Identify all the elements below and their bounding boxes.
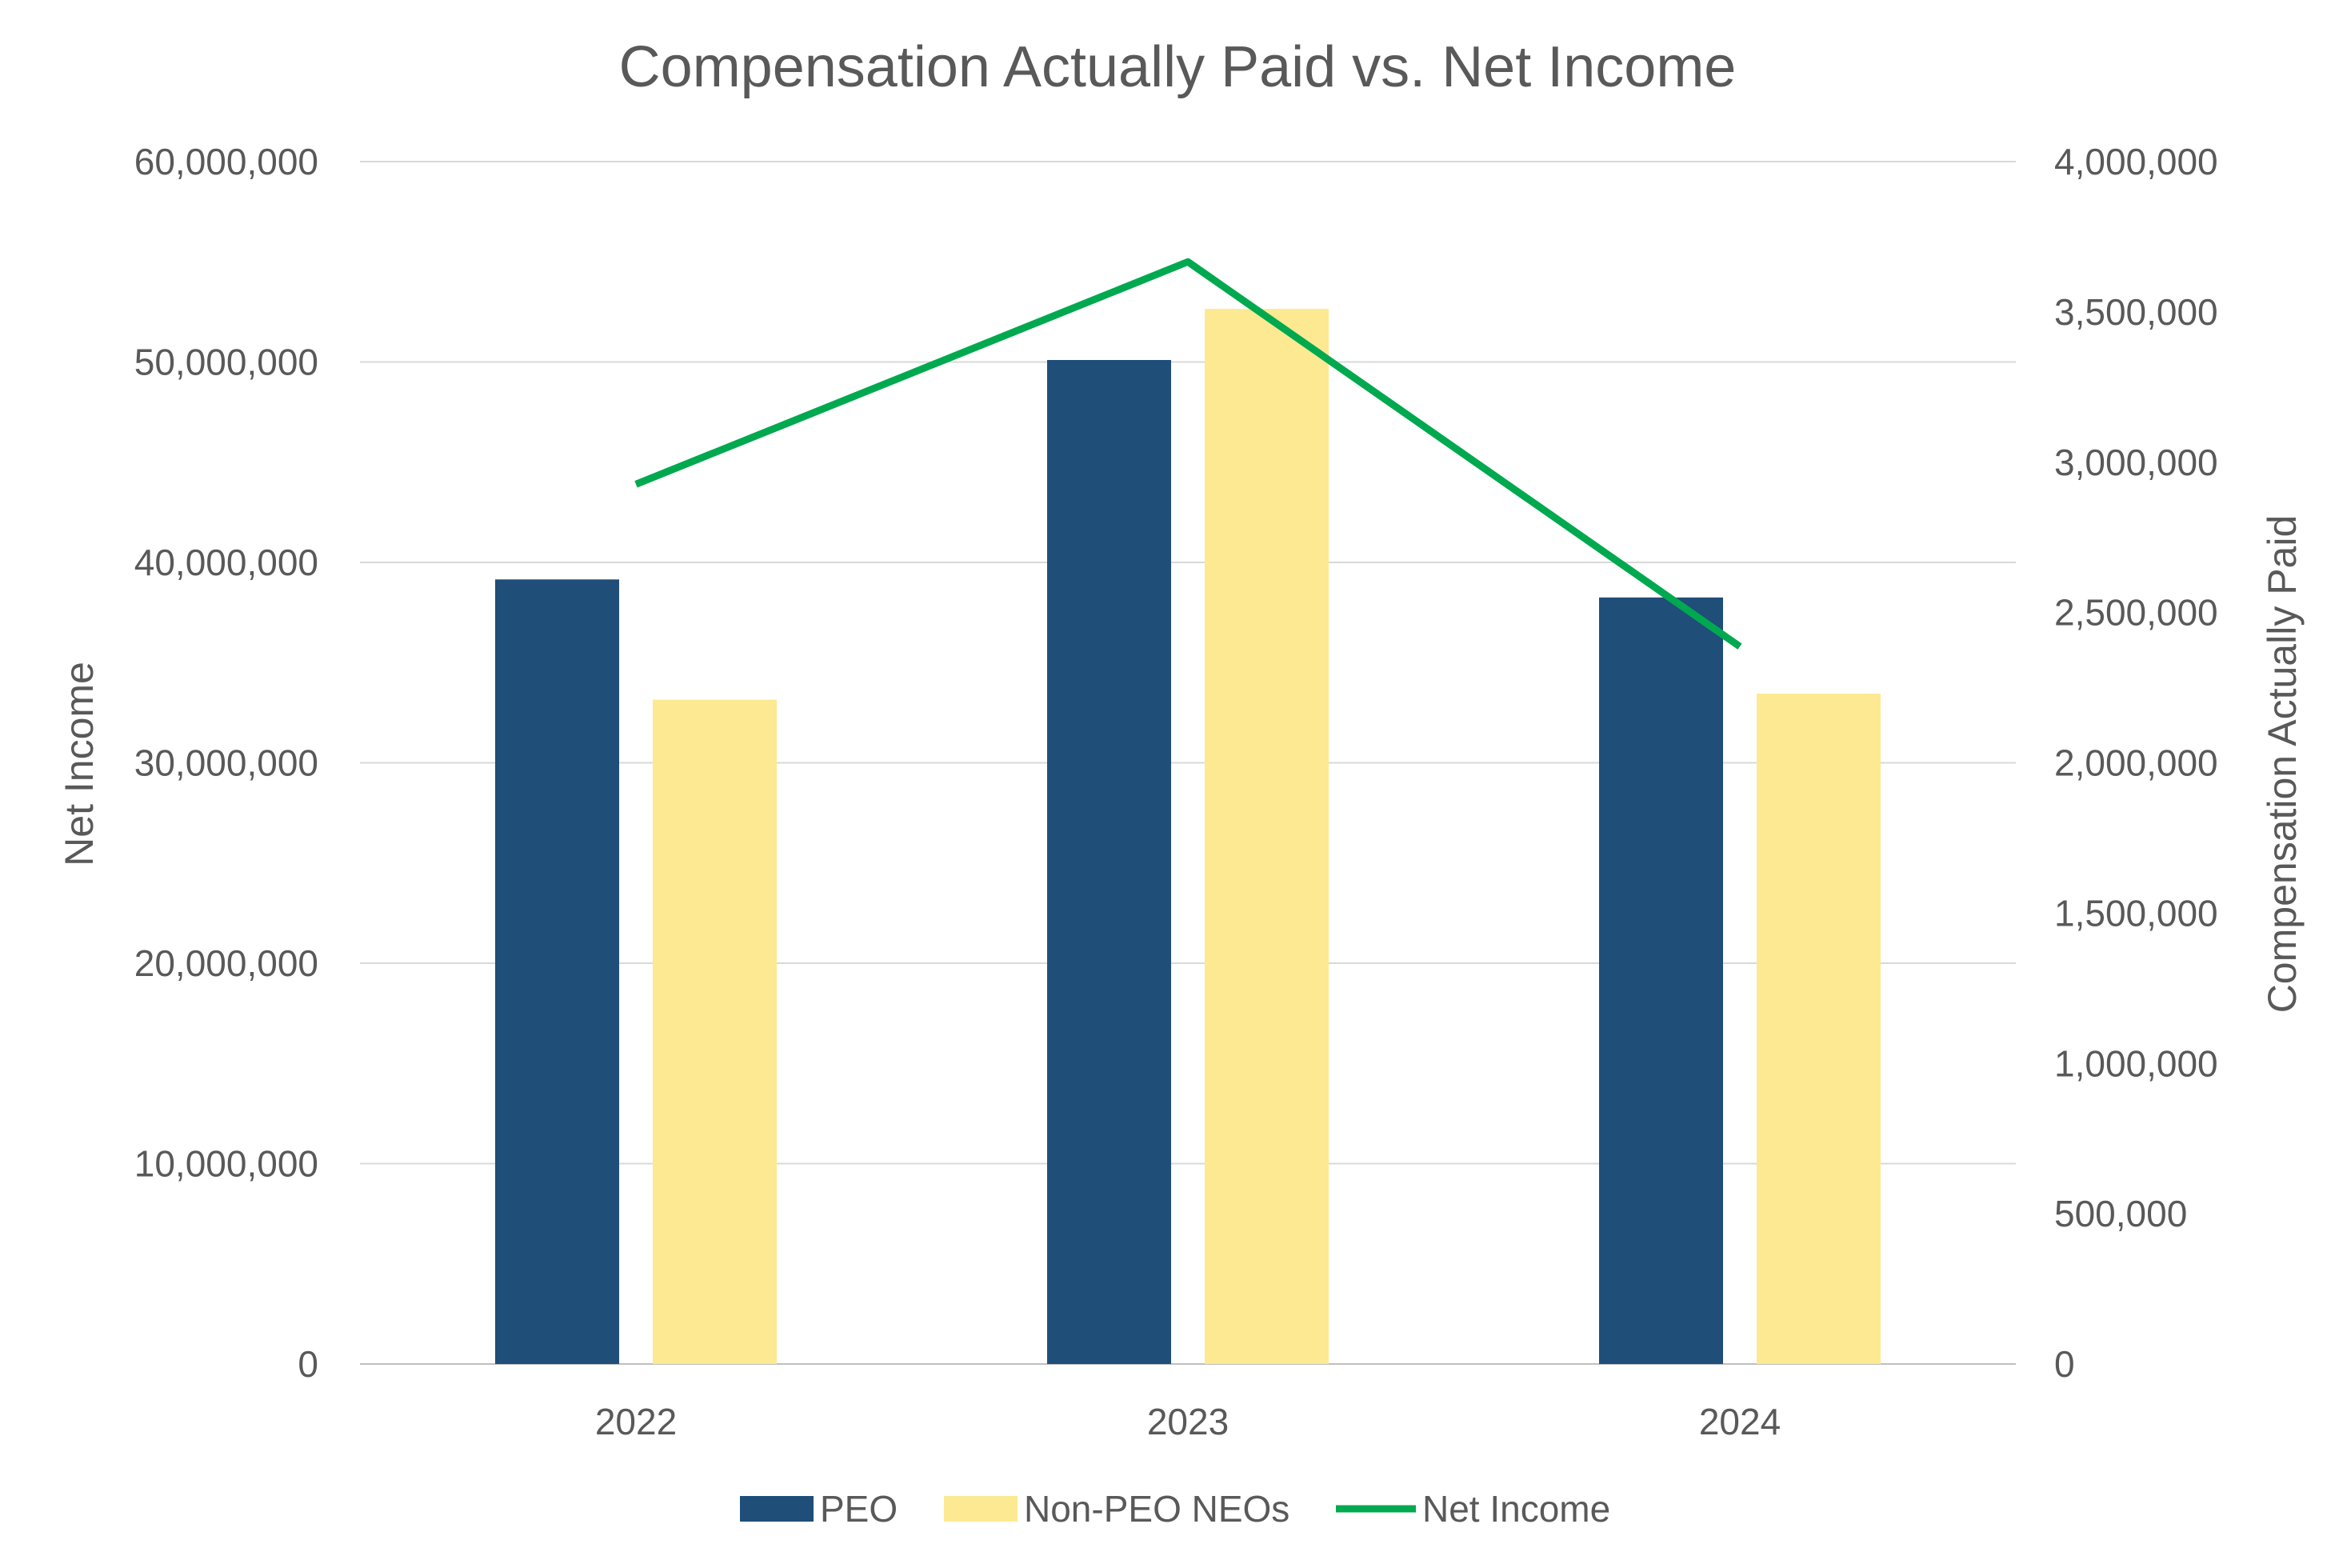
right-tick-label: 500,000 [2054, 1193, 2187, 1234]
left-tick-label: 10,000,000 [134, 1143, 318, 1185]
right-tick-label: 1,000,000 [2054, 1042, 2218, 1084]
x-tick-label: 2024 [1699, 1401, 1781, 1442]
left-tick-label: 30,000,000 [134, 742, 318, 784]
right-tick-label: 4,000,000 [2054, 141, 2218, 182]
legend: PEO Non-PEO NEOs Net Income [740, 1488, 1610, 1530]
bar-peo-2022 [495, 579, 619, 1364]
left-axis-title: Net Income [57, 662, 102, 866]
right-tick-label: 1,500,000 [2054, 892, 2218, 934]
right-tick-label: 3,500,000 [2054, 291, 2218, 333]
bar-peo-2024 [1599, 597, 1723, 1364]
right-tick-label: 2,500,000 [2054, 592, 2218, 634]
left-tick-label: 60,000,000 [134, 141, 318, 182]
left-tick-label: 0 [298, 1343, 318, 1385]
bar-peo-2023 [1047, 359, 1171, 1364]
right-axis-ticks: 0 500,000 1,000,000 1,500,000 2,000,000 2,500… [2054, 141, 2218, 1385]
left-tick-label: 50,000,000 [134, 342, 318, 383]
x-tick-label: 2023 [1147, 1401, 1229, 1442]
legend-swatch-peo [740, 1496, 814, 1522]
net-income-line [634, 258, 1742, 650]
legend-swatch-non-peo-neos [944, 1496, 1018, 1522]
bar-non-peo-neos-2023 [1205, 309, 1329, 1365]
x-axis-ticks: 2022 2023 2024 [595, 1401, 1781, 1442]
left-tick-label: 20,000,000 [134, 942, 318, 984]
left-tick-label: 40,000,000 [134, 542, 318, 583]
gridlines [360, 161, 2016, 1365]
right-tick-label: 3,000,000 [2054, 442, 2218, 483]
x-tick-label: 2022 [595, 1401, 677, 1442]
bar-non-peo-neos-2022 [653, 699, 777, 1364]
legend-label-non-peo-neos: Non-PEO NEOs [1024, 1488, 1289, 1530]
bars [495, 309, 1881, 1365]
legend-label-net-income: Net Income [1422, 1488, 1610, 1530]
left-axis-ticks: 0 10,000,000 20,000,000 30,000,000 40,000,00… [134, 141, 318, 1385]
right-tick-label: 0 [2054, 1343, 2075, 1385]
right-axis-title: Compensation Actually Paid [2260, 515, 2305, 1014]
legend-label-peo: PEO [820, 1488, 898, 1530]
net-income-line-layer [634, 258, 1742, 650]
right-tick-label: 2,000,000 [2054, 742, 2218, 784]
chart-title: Compensation Actually Paid vs. Net Incom… [619, 35, 1737, 99]
bar-non-peo-neos-2024 [1757, 694, 1881, 1364]
